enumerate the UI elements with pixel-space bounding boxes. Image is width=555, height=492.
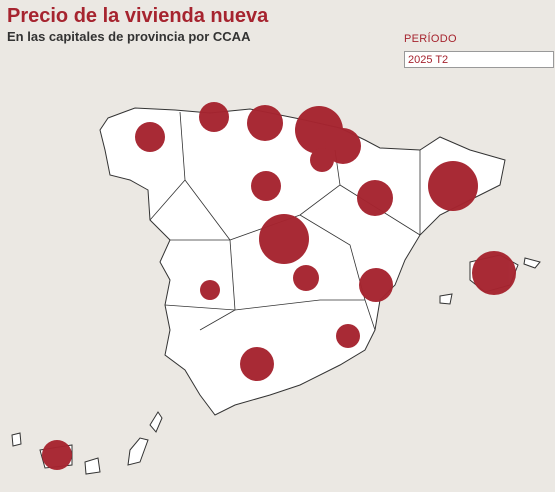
bubble [42, 440, 72, 470]
bubble [199, 102, 229, 132]
period-select[interactable]: 2025 T2 [404, 51, 554, 68]
bubble [359, 268, 393, 302]
period-label: PERÍODO [404, 33, 457, 45]
bubble [428, 161, 478, 211]
bubble [251, 171, 281, 201]
canary-islands [11, 411, 163, 475]
subtitle: En las capitales de provincia por CCAA [7, 29, 251, 44]
bubble [293, 265, 319, 291]
bubble [259, 214, 309, 264]
bubble [310, 148, 334, 172]
bubble [135, 122, 165, 152]
bubble [240, 347, 274, 381]
bubble [200, 280, 220, 300]
bubble [472, 251, 516, 295]
title: Precio de la vivienda nueva [7, 5, 269, 27]
mainland [99, 107, 506, 416]
bubbles [42, 102, 516, 470]
bubble [325, 128, 361, 164]
bubble [357, 180, 393, 216]
bubble [336, 324, 360, 348]
bubble [247, 105, 283, 141]
